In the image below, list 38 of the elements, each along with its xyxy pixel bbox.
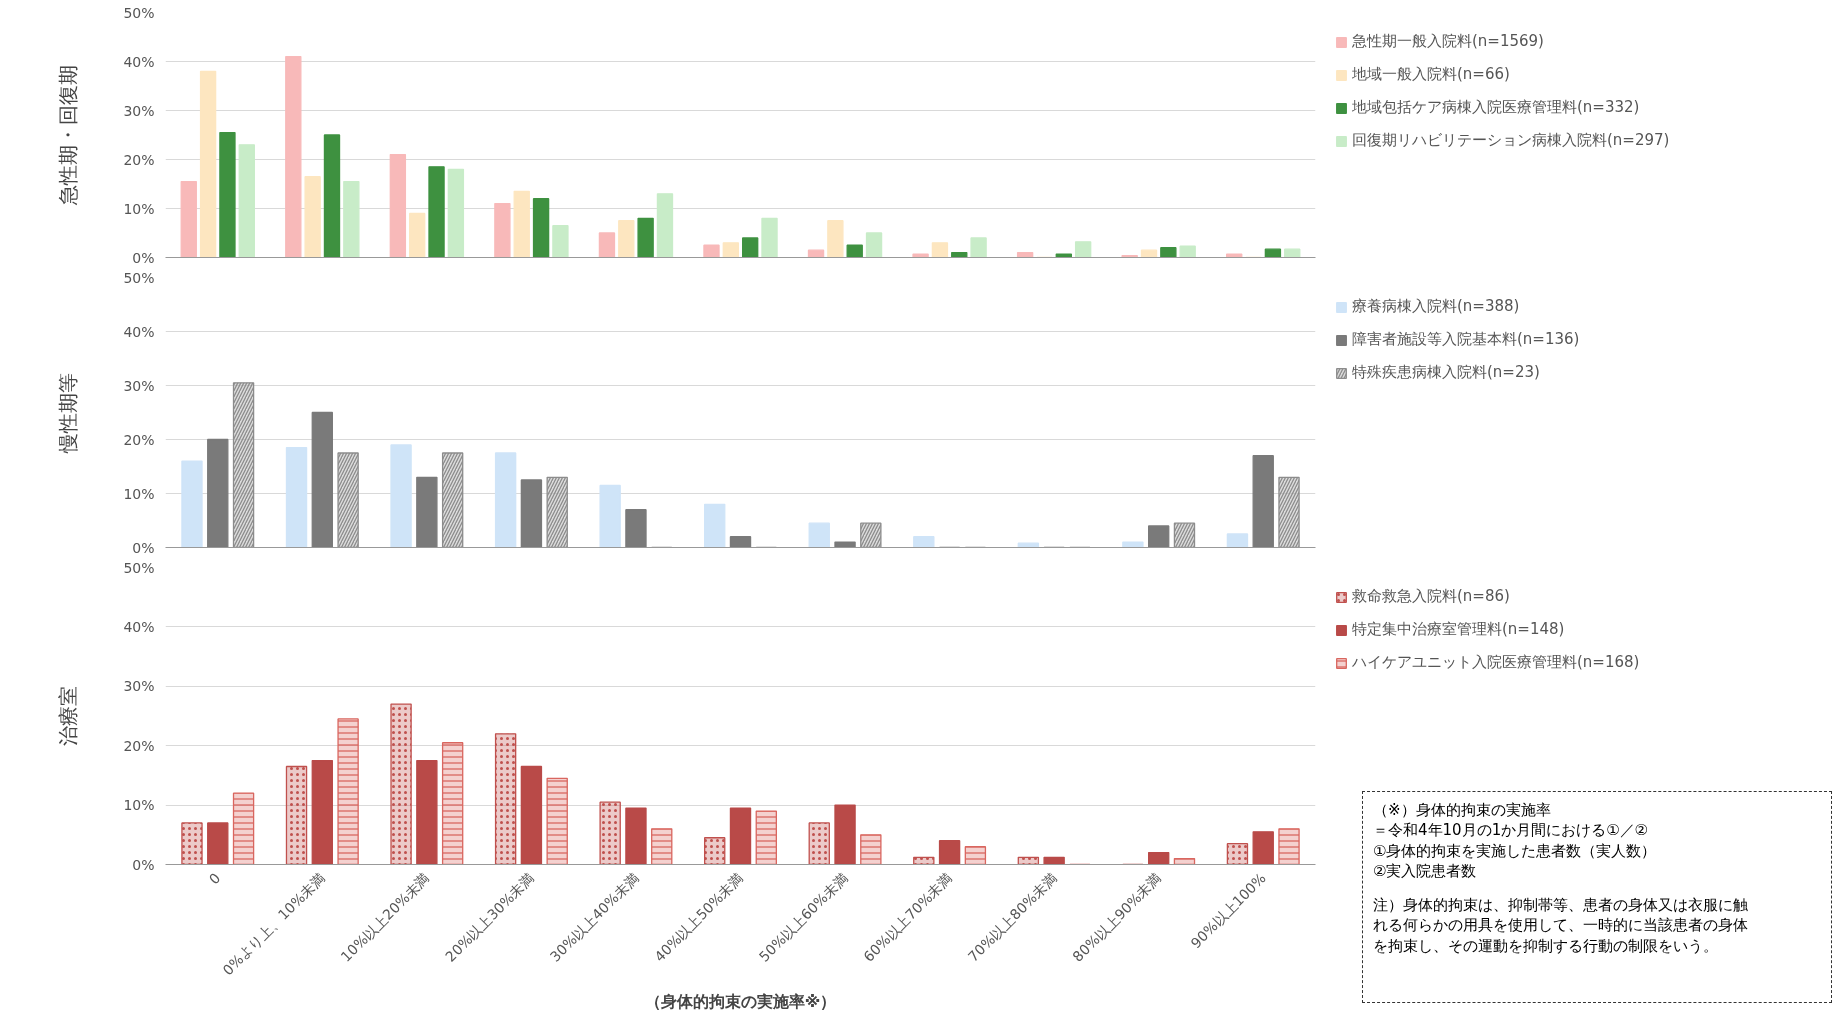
y-tick-label: 20%	[123, 151, 155, 168]
legend-label: 地域包括ケア病棟入院医療管理料(n=332)	[1352, 98, 1640, 117]
y-tick-label: 30%	[123, 678, 155, 695]
legend-label: ハイケアユニット入院医療管理料(n=168)	[1352, 653, 1640, 672]
y-tick-label: 50%	[123, 4, 155, 21]
y-tick-label: 10%	[123, 797, 155, 814]
y-axis-title: 治療室	[56, 686, 81, 746]
y-axis-title: 慢性期等	[56, 372, 81, 454]
y-tick-label: 20%	[123, 431, 155, 448]
legend-label: 急性期一般入院料(n=1569)	[1352, 32, 1544, 51]
legend-label: 回復期リハビリテーション病棟入院料(n=297)	[1352, 131, 1670, 150]
text: ①身体的拘束を実施した患者数（実人数）	[1373, 840, 1658, 861]
text: 注）身体的拘束は、抑制帯等、患者の身体又は衣服に触れる何らかの用具を使用して、一時的に当該患者の身体を拘束し、その運動を抑制する行動の制限をいう。	[1373, 895, 1749, 956]
y-tick-label: 50%	[123, 559, 155, 576]
y-axis-title: 急性期・回復期	[56, 65, 81, 206]
y-tick-label: 0%	[132, 249, 155, 266]
legend-label: 障害者施設等入院基本料(n=136)	[1352, 330, 1580, 349]
text: ②実入院患者数	[1373, 860, 1478, 881]
legend-label: 特定集中治療室管理料(n=148)	[1352, 620, 1565, 639]
y-tick-label: 0%	[132, 856, 155, 873]
y-tick-label: 40%	[123, 323, 155, 340]
text: （※）身体的拘束の実施率	[1373, 800, 1552, 821]
y-tick-label: 30%	[123, 377, 155, 394]
y-tick-label: 40%	[123, 618, 155, 635]
x-axis-title: （身体的拘束の実施率※）	[644, 991, 837, 1011]
y-tick-label: 10%	[123, 200, 155, 217]
x-tick-label: 0	[205, 869, 224, 888]
y-tick-label: 10%	[123, 485, 155, 502]
y-tick-label: 40%	[123, 53, 155, 70]
y-tick-label: 30%	[123, 102, 155, 119]
text: ＝令和4年10月の1か月間における①／②	[1373, 820, 1650, 841]
legend-label: 救命救急入院料(n=86)	[1352, 587, 1510, 606]
legend-label: 療養病棟入院料(n=388)	[1352, 297, 1520, 316]
y-tick-label: 50%	[123, 269, 155, 286]
legend-label: 特殊疾患病棟入院料(n=23)	[1352, 363, 1540, 382]
y-tick-label: 20%	[123, 737, 155, 754]
y-tick-label: 0%	[132, 539, 155, 556]
legend-label: 地域一般入院料(n=66)	[1352, 65, 1510, 84]
